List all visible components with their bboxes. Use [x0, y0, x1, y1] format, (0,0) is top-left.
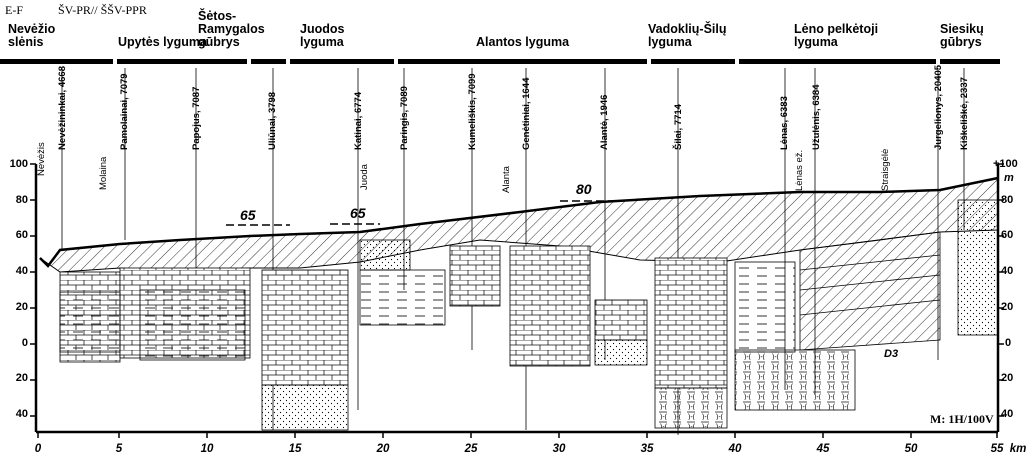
region-upytes-lyguma: Upytės lyguma	[118, 35, 207, 49]
scale-label: M: 1H/100V	[930, 412, 994, 426]
x-tick: 50	[904, 443, 918, 455]
carbonate-block	[594, 299, 648, 341]
region-siesiku-gubrys: Siesikų gūbrys	[940, 22, 984, 49]
y-tick-right: 80	[1001, 194, 1014, 206]
y-tick-left: 100	[9, 158, 28, 170]
sand-layer	[654, 387, 728, 429]
y-tick-right: 20	[1001, 301, 1014, 313]
x-tick: 15	[288, 443, 302, 455]
x-tick: 5	[115, 443, 123, 455]
sand-layer	[957, 199, 999, 336]
layered-sediments	[734, 231, 941, 353]
siltstone-layer	[59, 291, 121, 353]
carbonate-block	[509, 245, 591, 367]
x-tick: 35	[640, 443, 654, 455]
x-tick: 10	[200, 443, 214, 455]
x-tick: 25	[464, 443, 478, 455]
axes	[30, 163, 1004, 438]
region-alantos-lyguma: Alantos lyguma	[476, 35, 570, 49]
y-tick-left: 20	[15, 301, 28, 313]
contour-label: 65	[240, 207, 256, 223]
strata-label: D3	[884, 348, 899, 360]
y-tick-right: 40	[1001, 265, 1014, 277]
sand-layer	[734, 349, 856, 411]
y-tick-left: 40	[15, 408, 28, 420]
siltstone-layer	[359, 269, 446, 326]
y-tick-right: 40	[1001, 408, 1014, 420]
direction-label: E-F	[5, 3, 23, 17]
y-unit: m	[1004, 172, 1014, 184]
region-juodos-lyguma: Juodos lyguma	[300, 22, 345, 49]
y-tick-left: 80	[15, 194, 28, 206]
contour-label: 80	[576, 181, 592, 197]
contour-marks	[226, 200, 615, 226]
region-nevezio-slenis: Nevėžio slėnis	[8, 22, 56, 49]
sand-layer	[594, 339, 648, 366]
ground-surface	[39, 176, 999, 268]
x-tick: 40	[728, 443, 742, 455]
y-tick-right: 20	[1001, 372, 1014, 384]
y-tick-left: 60	[15, 229, 28, 241]
region-leno-pelketoji-lyguma: Lėno pelkėtoji lyguma	[794, 22, 879, 49]
sand-layer	[261, 384, 349, 431]
y-tick-right: 0	[1005, 337, 1012, 349]
x-tick: 0	[34, 443, 42, 455]
sand-layer	[359, 239, 411, 271]
carbonate-block	[449, 245, 501, 307]
y-tick-left: 20	[15, 372, 28, 384]
x-unit: km	[1009, 443, 1027, 455]
y-tick-left: 40	[15, 265, 28, 277]
region-bar	[0, 59, 1000, 64]
siltstone-layer	[139, 289, 246, 361]
x-tick: 20	[376, 443, 390, 455]
zone-label: ŠV-PR// ŠŠV-PPR	[58, 3, 147, 17]
y-tick-left: 0	[21, 337, 28, 349]
x-tick: 55	[990, 443, 1004, 455]
y-tick-right: 60	[1001, 229, 1014, 241]
region-vadokliu-silu-lyguma: Vadoklių-Šilų lyguma	[648, 22, 727, 49]
region-setos-ramygalos-gubrys: Šėtos- Ramygalos gūbrys	[198, 9, 265, 49]
carbonate-block	[261, 269, 349, 386]
x-tick: 45	[816, 443, 830, 455]
carbonate-block	[654, 257, 728, 389]
x-tick: 30	[552, 443, 566, 455]
